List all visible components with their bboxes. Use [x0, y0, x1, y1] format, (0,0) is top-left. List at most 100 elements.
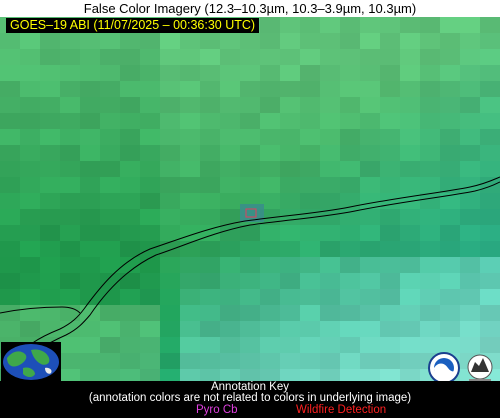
image-pixel-block: [240, 177, 260, 193]
image-pixel-block: [300, 113, 320, 129]
image-pixel-block: [240, 273, 260, 289]
image-pixel-block: [180, 113, 200, 129]
image-pixel-block: [400, 225, 420, 241]
image-pixel-block: [160, 209, 180, 225]
image-pixel-block: [480, 321, 500, 337]
image-pixel-block: [480, 49, 500, 65]
image-pixel-block: [380, 289, 400, 305]
image-pixel-block: [480, 273, 500, 289]
image-pixel-block: [440, 209, 460, 225]
image-pixel-block: [80, 65, 100, 81]
image-pixel-block: [380, 177, 400, 193]
image-pixel-block: [320, 33, 340, 49]
image-pixel-block: [160, 289, 180, 305]
image-pixel-block: [0, 273, 20, 289]
image-pixel-block: [80, 81, 100, 97]
image-pixel-block: [460, 49, 480, 65]
image-pixel-block: [160, 49, 180, 65]
image-pixel-block: [0, 145, 20, 161]
image-pixel-block: [100, 209, 120, 225]
image-pixel-block: [80, 241, 100, 257]
image-pixel-block: [200, 353, 220, 369]
image-pixel-block: [100, 305, 120, 321]
image-pixel-block: [460, 33, 480, 49]
image-pixel-block: [60, 241, 80, 257]
image-pixel-block: [0, 49, 20, 65]
image-pixel-block: [220, 177, 240, 193]
image-pixel-block: [400, 145, 420, 161]
image-pixel-block: [320, 321, 340, 337]
image-pixel-block: [480, 193, 500, 209]
image-pixel-block: [60, 65, 80, 81]
image-pixel-block: [320, 209, 340, 225]
image-pixel-block: [480, 17, 500, 33]
image-pixel-block: [140, 33, 160, 49]
image-pixel-block: [300, 193, 320, 209]
image-pixel-block: [60, 353, 80, 369]
image-pixel-block: [360, 177, 380, 193]
image-pixel-block: [320, 177, 340, 193]
image-pixel-block: [0, 225, 20, 241]
image-pixel-block: [180, 337, 200, 353]
image-pixel-block: [360, 337, 380, 353]
image-pixel-block: [20, 209, 40, 225]
image-pixel-block: [280, 337, 300, 353]
image-pixel-block: [80, 257, 100, 273]
image-pixel-block: [320, 305, 340, 321]
annotation-key-note: (annotation colors are not related to co…: [88, 392, 412, 404]
image-pixel-block: [160, 241, 180, 257]
image-pixel-block: [220, 193, 240, 209]
image-pixel-block: [200, 161, 220, 177]
image-pixel-block: [400, 337, 420, 353]
image-pixel-block: [40, 97, 60, 113]
image-pixel-block: [420, 33, 440, 49]
image-pixel-block: [80, 97, 100, 113]
image-pixel-block: [480, 145, 500, 161]
image-pixel-block: [300, 369, 320, 381]
image-pixel-block: [460, 241, 480, 257]
image-pixel-block: [260, 33, 280, 49]
image-pixel-block: [440, 225, 460, 241]
image-pixel-block: [160, 321, 180, 337]
image-pixel-block: [440, 257, 460, 273]
image-pixel-block: [140, 337, 160, 353]
image-pixel-block: [240, 225, 260, 241]
image-pixel-block: [300, 305, 320, 321]
image-pixel-block: [420, 209, 440, 225]
image-pixel-block: [80, 145, 100, 161]
image-pixel-block: [40, 289, 60, 305]
image-pixel-block: [60, 337, 80, 353]
image-pixel-block: [220, 225, 240, 241]
image-pixel-block: [440, 113, 460, 129]
image-pixel-block: [400, 369, 420, 381]
image-pixel-block: [480, 289, 500, 305]
image-pixel-block: [360, 273, 380, 289]
image-pixel-block: [60, 81, 80, 97]
image-pixel-block: [340, 257, 360, 273]
image-pixel-block: [100, 97, 120, 113]
image-pixel-block: [60, 129, 80, 145]
image-pixel-block: [60, 209, 80, 225]
image-pixel-block: [220, 129, 240, 145]
image-pixel-block: [160, 81, 180, 97]
image-pixel-block: [380, 113, 400, 129]
image-pixel-block: [140, 353, 160, 369]
image-pixel-block: [460, 129, 480, 145]
image-pixel-block: [240, 305, 260, 321]
image-pixel-block: [400, 161, 420, 177]
image-pixel-block: [20, 65, 40, 81]
image-pixel-block: [20, 129, 40, 145]
image-pixel-block: [100, 241, 120, 257]
image-pixel-block: [140, 65, 160, 81]
image-pixel-block: [140, 177, 160, 193]
image-pixel-block: [460, 257, 480, 273]
image-pixel-block: [380, 17, 400, 33]
image-pixel-block: [260, 337, 280, 353]
satellite-image: [0, 17, 500, 381]
image-pixel-block: [160, 161, 180, 177]
image-pixel-block: [420, 49, 440, 65]
image-pixel-block: [300, 145, 320, 161]
image-pixel-block: [380, 81, 400, 97]
image-pixel-block: [60, 113, 80, 129]
image-pixel-block: [220, 257, 240, 273]
